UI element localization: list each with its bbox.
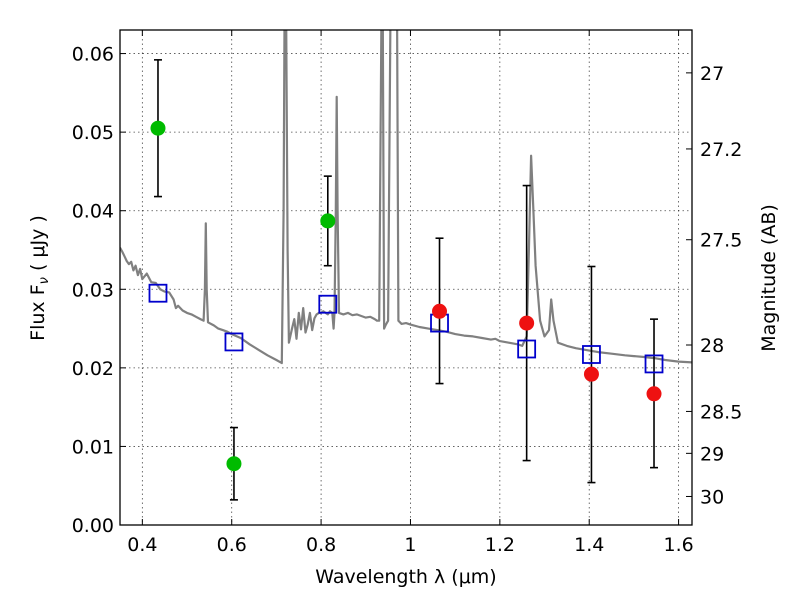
x-axis-label: Wavelength λ (μm) — [315, 566, 496, 588]
x-tick-label: 1 — [404, 534, 416, 556]
y-axis-label-unit: ( μJy ) — [27, 215, 49, 277]
y2-axis: 27 27.2 27.5 28 28.5 29 30 — [686, 63, 742, 508]
x-tick-label: 0.8 — [306, 534, 336, 556]
y2-tick-label: 30 — [700, 486, 724, 508]
x-axis: 0.4 0.6 0.8 1 1.2 1.4 1.6 — [127, 30, 694, 556]
y2-tick-label: 27 — [700, 63, 724, 85]
y2-tick-label: 28.5 — [700, 401, 742, 423]
red-data-point — [519, 315, 535, 331]
y2-tick-label: 29 — [700, 443, 724, 465]
red-data-point — [432, 303, 448, 319]
green-data-point — [226, 456, 242, 472]
plot-area — [120, 30, 692, 501]
y-tick-label: 0.02 — [72, 358, 114, 380]
x-tick-label: 1.2 — [485, 534, 515, 556]
y-tick-label: 0.06 — [72, 44, 114, 66]
y-axis-label: Flux Fν ( μJy ) — [27, 215, 52, 341]
grid-lines — [120, 30, 692, 526]
y2-tick-label: 27.5 — [700, 230, 742, 252]
x-tick-label: 0.6 — [217, 534, 247, 556]
y-tick-label: 0.03 — [72, 279, 114, 301]
green-data-point — [150, 120, 166, 136]
y2-tick-label: 28 — [700, 335, 724, 357]
x-tick-label: 1.4 — [574, 534, 604, 556]
model-spectrum-line — [120, 30, 692, 365]
y-axis-label-text: Flux F — [27, 284, 49, 340]
red-data-point — [583, 366, 599, 382]
green-data-point — [320, 213, 336, 229]
x-tick-label: 0.4 — [127, 534, 157, 556]
y-tick-label: 0.01 — [72, 436, 114, 458]
red-data-point — [646, 386, 662, 402]
y-tick-label: 0.00 — [72, 515, 114, 537]
y-tick-label: 0.05 — [72, 122, 114, 144]
model-square-marker — [517, 339, 537, 359]
model-square-marker — [318, 294, 338, 314]
y2-axis-label: Magnitude (AB) — [758, 204, 780, 352]
y-tick-label: 0.04 — [72, 201, 114, 223]
y-axis-label-subscript: ν — [37, 277, 52, 284]
model-square-marker — [644, 354, 664, 374]
plot-frame — [119, 29, 693, 526]
y2-tick-label: 27.2 — [700, 139, 742, 161]
x-tick-label: 1.6 — [663, 534, 693, 556]
model-square-marker — [582, 345, 601, 364]
model-square-marker — [224, 332, 244, 352]
y-axis: 0.00 0.01 0.02 0.03 0.04 0.05 0.06 — [72, 44, 126, 537]
model-square-marker — [148, 283, 168, 303]
